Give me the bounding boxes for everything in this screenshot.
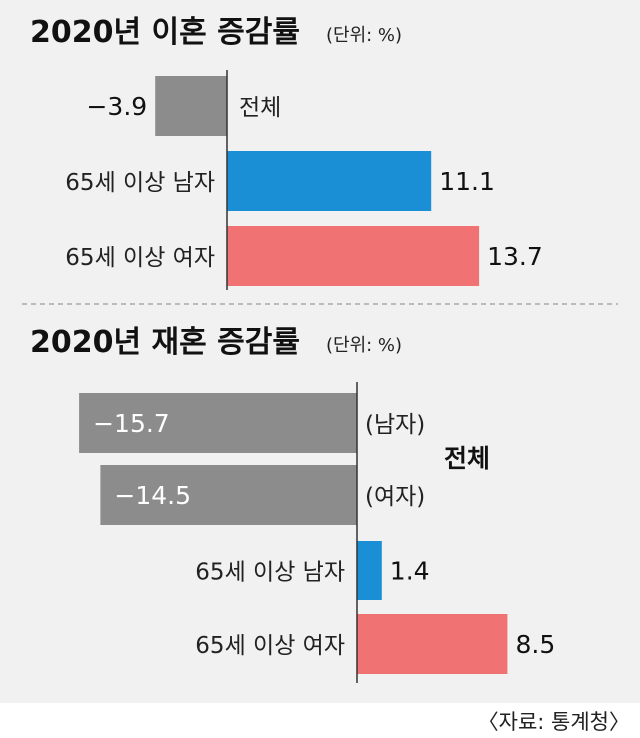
chart2-bar [357, 541, 382, 600]
chart1-bar [227, 226, 480, 286]
chart2-bar [100, 465, 358, 525]
chart2-value-label: −14.5 [114, 481, 191, 510]
source-note: 〈자료: 통계청〉 [477, 710, 630, 734]
chart2-category-label: (여자) [365, 484, 425, 510]
chart1-value-label: 13.7 [487, 242, 543, 271]
chart2-category-label: 65세 이상 여자 [195, 633, 345, 659]
chart2-category-label: (남자) [365, 412, 425, 438]
chart2-category-label: 65세 이상 남자 [195, 560, 345, 586]
chart2-title: 2020년 재혼 증감률 [30, 325, 300, 360]
chart2-unit: (단위: %) [326, 335, 402, 356]
chart-panel [0, 0, 640, 703]
chart1-category-label: 65세 이상 여자 [65, 245, 215, 271]
bar-charts: 2020년 이혼 증감률 (단위: %) −3.9 11.1 13.7 전체 6… [22, 15, 618, 683]
chart2-group-label: 전체 [444, 444, 490, 473]
chart2-bar [357, 614, 508, 674]
chart1-title: 2020년 이혼 증감률 [30, 15, 300, 50]
chart1-value-label: −3.9 [86, 92, 147, 121]
chart1-value-label: 11.1 [439, 167, 495, 196]
chart1-bar [155, 76, 227, 136]
chart1-category-label: 전체 [239, 95, 281, 121]
chart2-bar [79, 393, 357, 453]
chart2-value-label: 1.4 [390, 557, 430, 586]
chart2-value-label: 8.5 [516, 630, 556, 659]
chart1-category-label: 65세 이상 남자 [65, 170, 215, 196]
chart1-unit: (단위: %) [326, 25, 402, 46]
chart1-bar [227, 151, 432, 211]
chart2-value-label: −15.7 [93, 409, 170, 438]
